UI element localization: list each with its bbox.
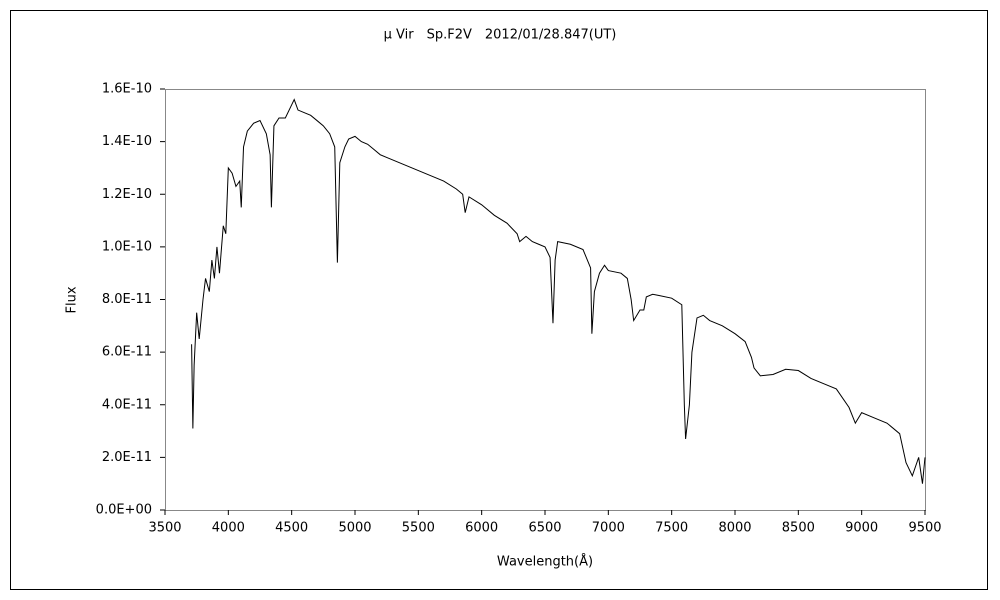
y-tick-label: 1.4E-10 (102, 134, 152, 149)
x-tick-label: 6500 (528, 521, 561, 536)
y-tick-label: 1.2E-10 (102, 187, 152, 202)
y-tick-label: 8.0E-11 (102, 292, 152, 307)
y-tick-label: 0.0E+00 (96, 503, 152, 518)
x-tick-label: 5000 (338, 521, 371, 536)
x-tick-label: 6000 (465, 521, 498, 536)
x-tick-label: 8500 (782, 521, 815, 536)
x-tick-label: 3500 (148, 521, 181, 536)
x-tick-label: 4000 (212, 521, 245, 536)
x-tick-label: 7500 (655, 521, 688, 536)
y-tick-label: 2.0E-11 (102, 450, 152, 465)
x-tick-label: 4500 (275, 521, 308, 536)
chart-frame (10, 10, 988, 590)
chart-title: μ Vir Sp.F2V 2012/01/28.847(UT) (384, 28, 617, 43)
y-tick-label: 1.6E-10 (102, 82, 152, 97)
x-tick-label: 7000 (592, 521, 625, 536)
x-tick-label: 5500 (402, 521, 435, 536)
y-tick-label: 1.0E-10 (102, 239, 152, 254)
y-axis-label: Flux (65, 286, 80, 313)
y-tick-label: 4.0E-11 (102, 397, 152, 412)
y-tick-label: 6.0E-11 (102, 345, 152, 360)
x-axis-label: Wavelength(Å) (497, 554, 593, 570)
spectrum-line (191, 98, 926, 484)
x-tick-label: 9000 (845, 521, 878, 536)
x-tick-label: 8000 (718, 521, 751, 536)
x-tick-label: 9500 (908, 521, 941, 536)
